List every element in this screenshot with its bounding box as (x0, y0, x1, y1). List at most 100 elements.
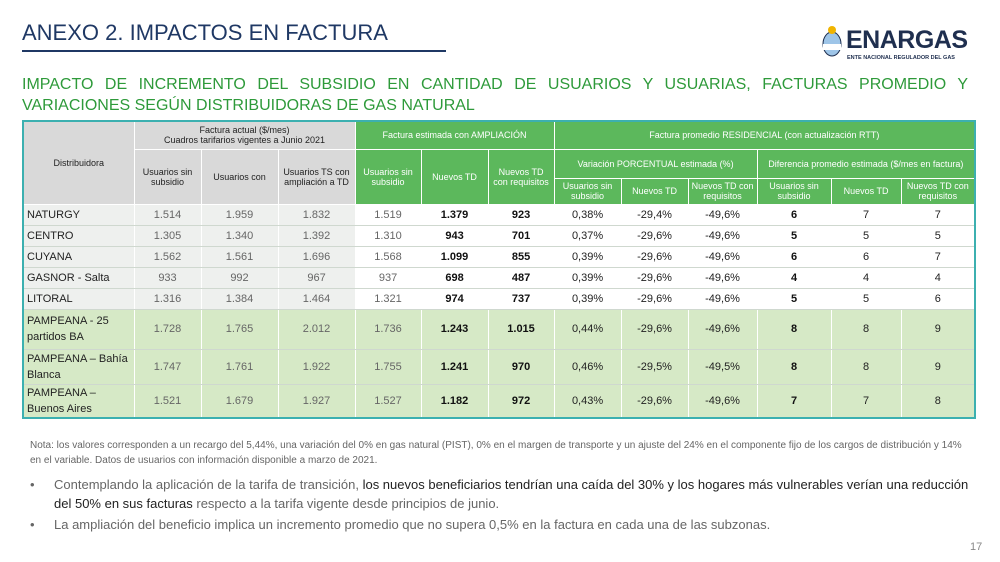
table-cell: 8 (756, 308, 832, 350)
table-cell: 1.527 (354, 383, 422, 418)
table-cell: 6 (756, 203, 832, 226)
table-cell: 8 (900, 383, 976, 418)
table-cell: 487 (487, 266, 555, 289)
table-cell: 0,38% (553, 203, 622, 226)
bullet-text: respecto a la tarifa vigente desde princ… (192, 496, 500, 511)
header-line: Factura actual ($/mes) (199, 125, 290, 136)
header-cell: Usuarios sin subsidio (133, 148, 202, 205)
table-cell: 1.679 (200, 383, 279, 418)
table-cell: 4 (900, 266, 976, 289)
table-cell: 1.561 (200, 245, 279, 268)
bullet-text: los nuevos beneficiarios tendrían una ca… (54, 477, 969, 511)
table-cell: 974 (420, 287, 489, 310)
table-cell: 7 (756, 383, 832, 418)
data-table: Distribuidora Factura actual ($/mes) Cuad… (22, 120, 977, 419)
table-cell: 0,44% (553, 308, 622, 350)
table-cell: 1.305 (133, 224, 202, 247)
table-row: CUYANA 1.562 1.561 1.696 1.568 1.099 855 0,39% -… (22, 245, 976, 268)
table-cell: 1.927 (277, 383, 356, 418)
table-cell: 9 (900, 308, 976, 350)
table-cell: 1.922 (277, 348, 356, 385)
table-cell: 0,37% (553, 224, 622, 247)
bullet-text: La ampliación del beneficio implica un i… (54, 517, 771, 532)
header-cell: Distribuidora (22, 120, 135, 205)
table-cell: 1.755 (354, 348, 422, 385)
header-cell: Variación PORCENTUAL estimada (%) (553, 148, 758, 179)
table-row: LITORAL 1.316 1.384 1.464 1.321 974 737 0,39% -2… (22, 287, 976, 310)
table-cell: 5 (756, 287, 832, 310)
table-cell: 1.384 (200, 287, 279, 310)
table-cell: 8 (830, 308, 902, 350)
table-cell: 1.728 (133, 308, 202, 350)
table-cell: 7 (900, 203, 976, 226)
table-cell: 1.316 (133, 287, 202, 310)
table-cell: 1.832 (277, 203, 356, 226)
table-cell: 5 (830, 224, 902, 247)
table-cell: 933 (133, 266, 202, 289)
table-cell: 1.521 (133, 383, 202, 418)
table-cell: 1.959 (200, 203, 279, 226)
table-cell: 1.568 (354, 245, 422, 268)
subtitle: IMPACTO DE INCREMENTO DEL SUBSIDIO EN CA… (22, 76, 968, 114)
table-cell: 701 (487, 224, 555, 247)
table-cell: 1.696 (277, 245, 356, 268)
table-cell: 6 (830, 245, 902, 268)
table-cell: 1.241 (420, 348, 489, 385)
table-cell: 7 (900, 245, 976, 268)
table-cell: -29,6% (620, 287, 689, 310)
table-cell: 6 (756, 245, 832, 268)
table-cell: PAMPEANA – Buenos Aires (22, 383, 135, 418)
title-underline (22, 50, 446, 52)
table-cell: CUYANA (22, 245, 135, 268)
header-cell: Factura promedio RESIDENCIAL (con actual… (553, 120, 976, 150)
table-cell: 0,39% (553, 245, 622, 268)
table-cell: NATURGY (22, 203, 135, 226)
table-cell: 2.012 (277, 308, 356, 350)
table-row: PAMPEANA – Bahía Blanca 1.747 1.761 1.922 1.… (22, 348, 976, 385)
header-cell: Nuevos TD con requisitos (487, 148, 555, 205)
header-cell: Nuevos TD (620, 177, 689, 205)
table-cell: -29,6% (620, 245, 689, 268)
header-cell: Usuarios sin subsidio (553, 177, 622, 205)
table-cell: 943 (420, 224, 489, 247)
table-cell: 937 (354, 266, 422, 289)
header-cell: Diferencia promedio estimada ($/mes en f… (756, 148, 976, 179)
table-cell: 1.464 (277, 287, 356, 310)
header-cell: Usuarios TS con ampliación a TD (277, 148, 356, 205)
bullet-text: Contemplando la aplicación de la tarifa … (54, 477, 363, 492)
table-cell: 0,46% (553, 348, 622, 385)
logo-subtitle: ENTE NACIONAL REGULADOR DEL GAS (847, 55, 955, 61)
table-cell: 7 (830, 203, 902, 226)
table-cell: 1.099 (420, 245, 489, 268)
table-cell: 1.182 (420, 383, 489, 418)
page-number: 17 (970, 541, 983, 553)
note: Nota: los valores corresponden a un reca… (30, 440, 962, 466)
table-cell: GASNOR - Salta (22, 266, 135, 289)
table-cell: -49,6% (687, 245, 758, 268)
table-cell: -49,6% (687, 308, 758, 350)
table-cell: -49,6% (687, 266, 758, 289)
logo-name: ENARGAS (846, 26, 968, 54)
table-cell: -49,5% (687, 348, 758, 385)
table-cell: 1.015 (487, 308, 555, 350)
table-cell: 1.736 (354, 308, 422, 350)
header-cell: Usuarios con (200, 148, 279, 205)
table-cell: PAMPEANA - 25 partidos BA (22, 308, 135, 350)
header-cell: Nuevos TD con requisitos (900, 177, 976, 205)
table-cell: 1.243 (420, 308, 489, 350)
table-cell: CENTRO (22, 224, 135, 247)
table-cell: 0,39% (553, 287, 622, 310)
table-cell: 967 (277, 266, 356, 289)
table-cell: 992 (200, 266, 279, 289)
table-cell: 9 (900, 348, 976, 385)
table-cell: -29,6% (620, 224, 689, 247)
table-cell: 1.379 (420, 203, 489, 226)
table-cell: 8 (756, 348, 832, 385)
table-cell: 1.392 (277, 224, 356, 247)
table-cell: 855 (487, 245, 555, 268)
table-cell: 1.761 (200, 348, 279, 385)
table-cell: 0,43% (553, 383, 622, 418)
table-row: CENTRO 1.305 1.340 1.392 1.310 943 701 0,37% -29… (22, 224, 976, 247)
table-cell: 698 (420, 266, 489, 289)
table-row: PAMPEANA – Buenos Aires 1.521 1.679 1.927 1.… (22, 383, 976, 418)
